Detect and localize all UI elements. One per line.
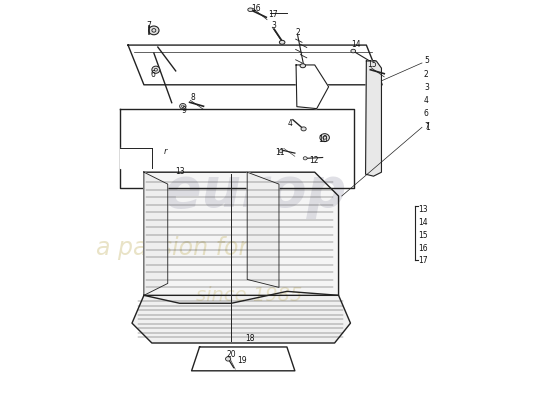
Text: 5: 5 (424, 56, 429, 66)
Text: 13: 13 (175, 167, 185, 176)
Ellipse shape (279, 150, 283, 153)
Text: 20: 20 (227, 350, 236, 359)
Ellipse shape (300, 64, 306, 68)
Text: since 1985: since 1985 (196, 286, 302, 305)
Text: 7: 7 (146, 21, 151, 30)
Text: 3: 3 (424, 83, 429, 92)
Text: 19: 19 (237, 356, 246, 365)
Text: 4: 4 (288, 119, 293, 128)
Text: 12: 12 (309, 156, 318, 165)
Text: 3: 3 (272, 21, 277, 30)
Polygon shape (366, 61, 382, 176)
Text: 14: 14 (351, 40, 360, 49)
Ellipse shape (180, 104, 186, 109)
Polygon shape (144, 172, 168, 295)
Polygon shape (132, 295, 350, 343)
Ellipse shape (351, 49, 356, 53)
Text: 17: 17 (268, 10, 278, 19)
Text: r: r (164, 147, 167, 156)
Text: 6: 6 (424, 109, 429, 118)
Text: 7: 7 (424, 122, 429, 131)
Polygon shape (128, 45, 382, 85)
Text: 8: 8 (191, 93, 196, 102)
Text: 1: 1 (425, 123, 430, 132)
Ellipse shape (248, 8, 253, 12)
Text: europ: europ (164, 165, 346, 219)
Text: 9: 9 (181, 106, 186, 115)
Ellipse shape (148, 26, 159, 35)
Polygon shape (120, 148, 152, 168)
Ellipse shape (301, 127, 306, 131)
Ellipse shape (320, 134, 329, 142)
Ellipse shape (303, 157, 307, 160)
Text: 17: 17 (419, 256, 428, 265)
Polygon shape (296, 65, 329, 109)
Text: 2: 2 (296, 28, 300, 37)
Text: 16: 16 (419, 244, 428, 252)
Text: 16: 16 (251, 4, 261, 13)
Polygon shape (144, 172, 339, 303)
Polygon shape (247, 172, 279, 287)
Text: a passion for: a passion for (96, 236, 249, 260)
Ellipse shape (279, 40, 285, 44)
Text: 4: 4 (424, 96, 429, 105)
Ellipse shape (152, 66, 160, 73)
Ellipse shape (226, 357, 230, 361)
Text: 6: 6 (151, 70, 156, 78)
Polygon shape (120, 109, 354, 188)
Text: 10: 10 (318, 135, 327, 144)
Polygon shape (191, 347, 295, 371)
Text: 13: 13 (419, 206, 428, 214)
Text: 11: 11 (276, 148, 285, 157)
Text: 14: 14 (419, 218, 428, 227)
Text: 2: 2 (424, 70, 428, 78)
Text: 15: 15 (367, 60, 376, 69)
Text: 15: 15 (419, 231, 428, 240)
Text: 18: 18 (245, 334, 255, 343)
